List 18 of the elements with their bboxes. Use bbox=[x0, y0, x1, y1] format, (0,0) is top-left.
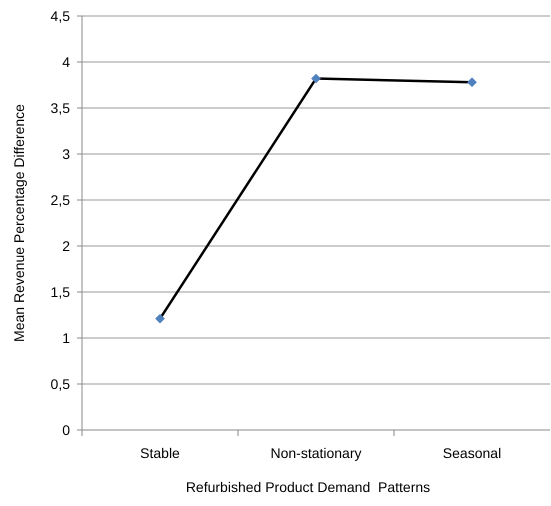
y-axis-title: Mean Revenue Percentage Difference bbox=[11, 104, 27, 342]
point bbox=[467, 77, 477, 88]
y-tick-label: 0 bbox=[62, 422, 70, 438]
y-tick-label: 2 bbox=[62, 238, 70, 254]
point bbox=[155, 314, 165, 324]
y-tick-label: 1 bbox=[62, 330, 70, 346]
point bbox=[311, 74, 321, 84]
y-tick-label: 4,5 bbox=[50, 8, 70, 24]
y-tick-label: 0,5 bbox=[50, 376, 70, 392]
y-tick-label: 1,5 bbox=[50, 284, 70, 300]
y-tick-label: 3 bbox=[62, 146, 70, 162]
y-tick-label: 2,5 bbox=[50, 192, 70, 208]
y-tick-label: 3,5 bbox=[50, 100, 70, 116]
x-tick-label: Stable bbox=[140, 445, 180, 461]
x-tick-label: Non-stationary bbox=[270, 445, 362, 461]
y-tick-label: 4 bbox=[62, 54, 70, 70]
x-tick-label: Seasonal bbox=[442, 445, 502, 461]
x-axis-title: Refurbished Product Demand Patterns bbox=[186, 479, 430, 495]
